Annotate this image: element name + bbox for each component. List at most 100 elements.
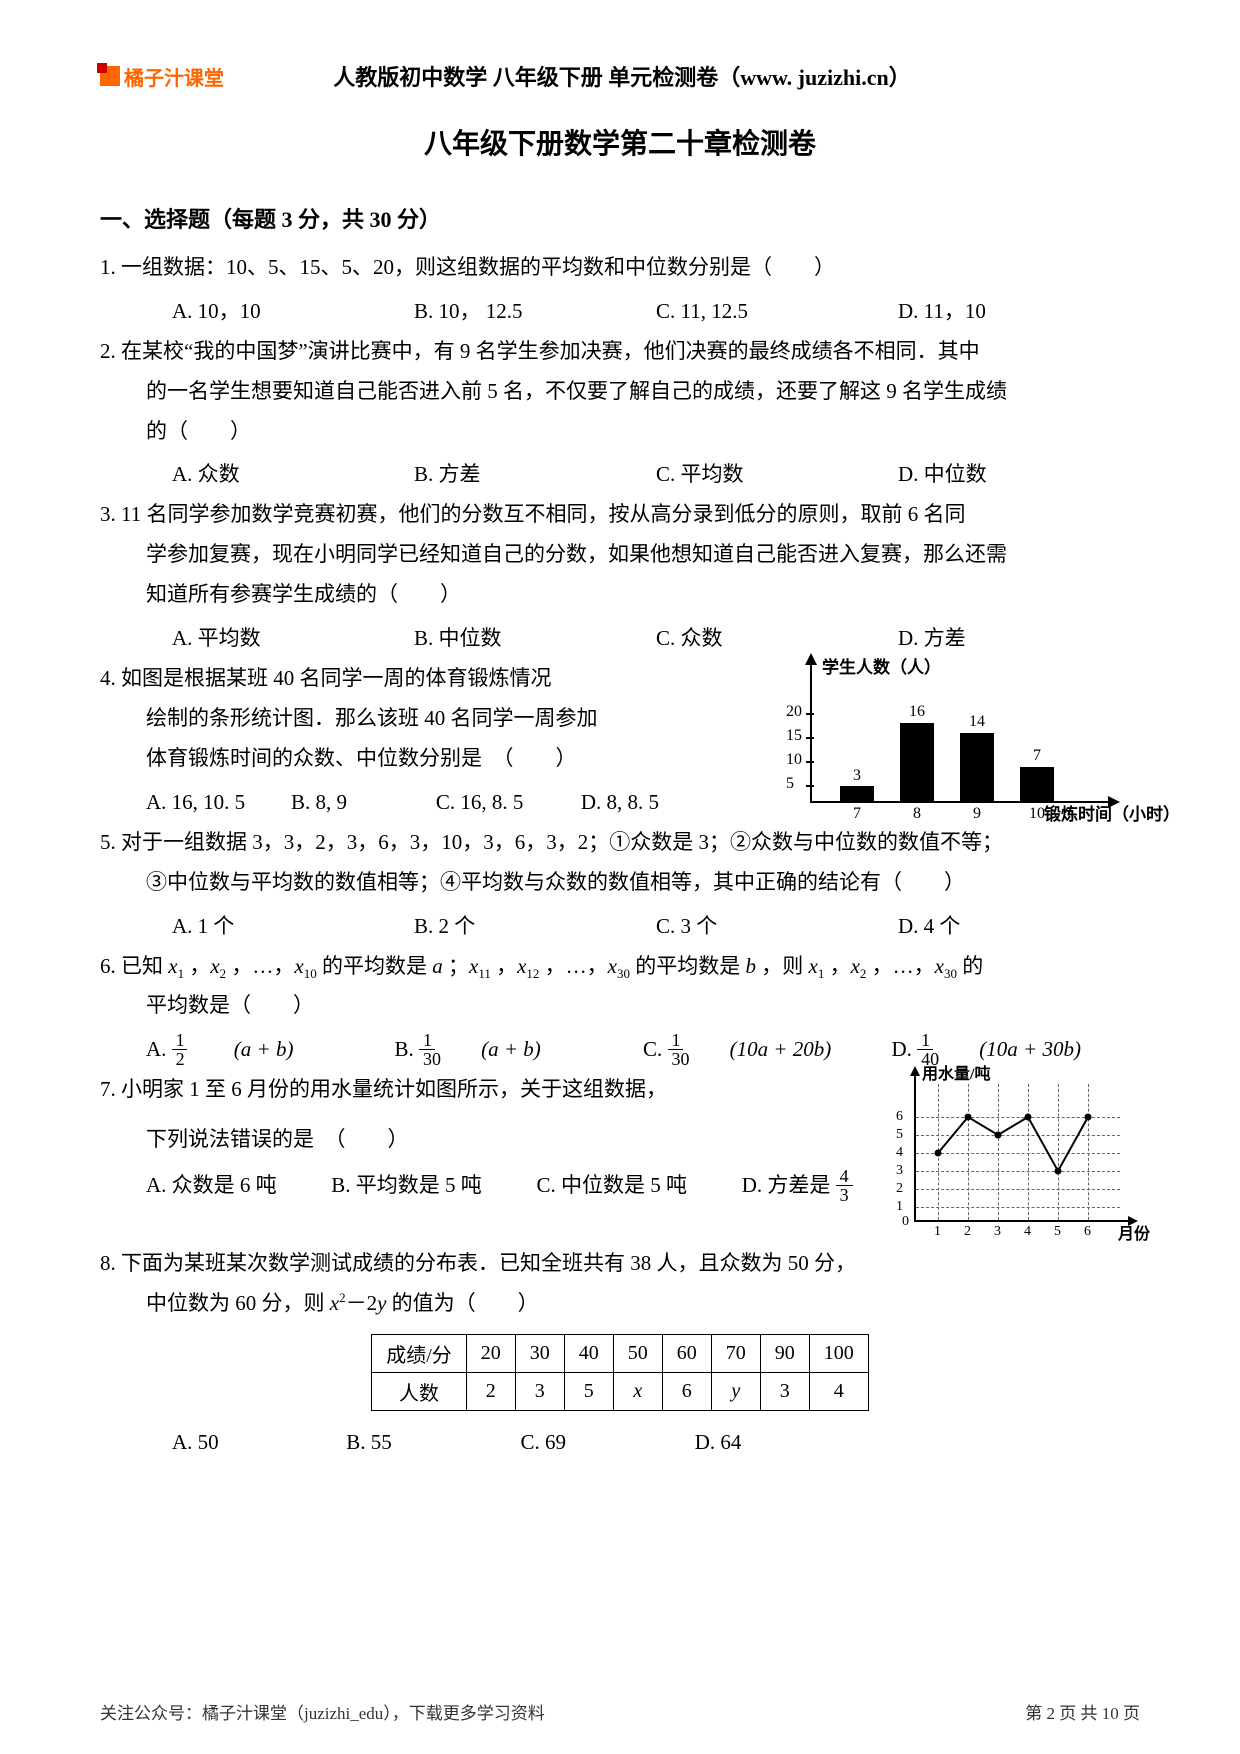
chart1-xlabel: 锻炼时间（小时） <box>1044 800 1180 825</box>
chart1-yaxis <box>810 661 812 803</box>
chart1-ytick-5: 5 <box>786 775 794 793</box>
q5-l1: 5. 对于一组数据 3，3，2，3，6，3，10，3，6，3，2；①众数是 3；… <box>100 830 1003 854</box>
question-6: 6. 已知 x1 ，x2 ，…，x10 的平均数是 a ；x11 ，x12 ，…… <box>100 947 1140 1027</box>
q7-l1: 7. 小明家 1 至 6 月份的用水量统计如图所示，关于这组数据， <box>100 1077 667 1101</box>
chart1-val-2: 16 <box>900 703 934 721</box>
q5-l2: ③中位数与平均数的数值相等；④平均数与众数的数值相等，其中正确的结论有（ ） <box>100 863 1140 903</box>
q6-pre1: 6. 已知 <box>100 954 168 978</box>
q8-options: A. 50 B. 55 C. 69 D. 64 <box>100 1423 1140 1463</box>
td-4: x <box>613 1373 662 1411</box>
q2-A: A. 众数 <box>172 455 414 495</box>
th-7: 90 <box>760 1335 809 1373</box>
q8-B: B. 55 <box>346 1423 520 1463</box>
chart2-pt-2 <box>965 1114 972 1121</box>
chart2-pt-5 <box>1055 1168 1062 1175</box>
chart1-val-4: 7 <box>1020 747 1054 765</box>
q6-a: a <box>432 954 443 978</box>
q3-A: A. 平均数 <box>172 619 414 659</box>
q7-l2: 下列说法错误的是 （ ） <box>100 1120 874 1160</box>
chart1-bar-1 <box>840 786 874 801</box>
q8-l1: 8. 下面为某班某次数学测试成绩的分布表．已知全班共有 38 人，且众数为 50… <box>100 1251 856 1275</box>
q8-l2: 中位数为 60 分，则 x2－2y 的值为（ ） <box>100 1284 1140 1324</box>
q5-C: C. 3 个 <box>656 907 898 947</box>
q6-b: b <box>746 954 757 978</box>
td-5: 6 <box>662 1373 711 1411</box>
td-7: 3 <box>760 1373 809 1411</box>
q4-A: A. 16, 10. 5 <box>146 783 291 823</box>
q7-A: A. 众数是 6 吨 <box>146 1166 326 1206</box>
chart1-ytick-20: 20 <box>786 703 802 721</box>
chart1-ytick-10: 10 <box>786 751 802 769</box>
table-row-data: 人数 2 3 5 x 6 y 3 4 <box>372 1373 869 1411</box>
chart1-bar-3 <box>960 733 994 801</box>
q8-C: C. 69 <box>520 1423 694 1463</box>
th-2: 30 <box>515 1335 564 1373</box>
main-title: 八年级下册数学第二十章检测卷 <box>100 122 1140 162</box>
question-3: 3. 11 名同学参加数学竞赛初赛，他们的分数互不相同，按从高分录到低分的原则，… <box>100 495 1140 615</box>
page-footer: 关注公众号：橘子汁课堂（juzizhi_edu），下载更多学习资料 第 2 页 … <box>100 1699 1140 1724</box>
chart1-bar-2 <box>900 723 934 801</box>
logo-icon <box>100 66 120 86</box>
q8-table: 成绩/分 20 30 40 50 60 70 90 100 人数 2 3 5 x… <box>371 1334 869 1411</box>
chart1-ytick-15: 15 <box>786 727 802 745</box>
q5-B: B. 2 个 <box>414 907 656 947</box>
question-4-wrap: 4. 如图是根据某班 40 名同学一周的体育锻炼情况 绘制的条形统计图．那么该班… <box>100 659 1140 823</box>
chart2-pt-4 <box>1025 1114 1032 1121</box>
td-1: 2 <box>466 1373 515 1411</box>
q2-l1: 2. 在某校“我的中国梦”演讲比赛中，有 9 名学生参加决赛，他们决赛的最终成绩… <box>100 339 980 363</box>
page-header: 橘子汁课堂 人教版初中数学 八年级下册 单元检测卷（www. juzizhi.c… <box>100 60 1140 92</box>
footer-right: 第 2 页 共 10 页 <box>1025 1699 1140 1724</box>
q6-pre5: 的 <box>962 954 983 978</box>
q3-l3: 知道所有参赛学生成绩的（ ） <box>100 575 1140 615</box>
q8-A: A. 50 <box>172 1423 346 1463</box>
q7-C: C. 中位数是 5 吨 <box>537 1166 737 1206</box>
q6-C: C. 130(10a + 20b) <box>643 1030 892 1070</box>
q6-A: A. 12(a + b) <box>146 1030 395 1070</box>
q5-options: A. 1 个 B. 2 个 C. 3 个 D. 4 个 <box>100 907 1140 947</box>
chart1-cat-1: 7 <box>840 805 874 823</box>
th-3: 40 <box>564 1335 613 1373</box>
q7-D: D. 方差是 43 <box>742 1173 853 1197</box>
th-5: 60 <box>662 1335 711 1373</box>
q4-C: C. 16, 8. 5 <box>436 783 581 823</box>
q4-D: D. 8, 8. 5 <box>581 783 726 823</box>
q2-B: B. 方差 <box>414 455 656 495</box>
chart1-cat-2: 8 <box>900 805 934 823</box>
q6-B: B. 130(a + b) <box>395 1030 644 1070</box>
q2-l3: 的（ ） <box>100 412 1140 452</box>
chart1-ylabel: 学生人数（人） <box>822 653 941 678</box>
question-7: 7. 小明家 1 至 6 月份的用水量统计如图所示，关于这组数据， 下列说法错误… <box>100 1070 874 1160</box>
q3-l1: 3. 11 名同学参加数学竞赛初赛，他们的分数互不相同，按从高分录到低分的原则，… <box>100 502 965 526</box>
section-title-1: 一、选择题（每题 3 分，共 30 分） <box>100 202 1140 234</box>
chart2-xlabel: 月份 <box>1118 1220 1150 1244</box>
th-1: 20 <box>466 1335 515 1373</box>
chart2-line-icon <box>880 1064 1140 1244</box>
question-4: 4. 如图是根据某班 40 名同学一周的体育锻炼情况 绘制的条形统计图．那么该班… <box>100 659 750 779</box>
chart2-pt-3 <box>995 1132 1002 1139</box>
q7-line-chart: 用水量/吨 0 1 2 3 4 5 6 1 2 3 4 5 6 月份 <box>880 1064 1140 1244</box>
question-1: 1. 一组数据：10、5、15、5、20，则这组数据的平均数和中位数分别是（ ） <box>100 248 1140 288</box>
q1-A: A. 10，10 <box>172 292 414 332</box>
q2-C: C. 平均数 <box>656 455 898 495</box>
q2-l2: 的一名学生想要知道自己能否进入前 5 名，不仅要了解自己的成绩，还要了解这 9 … <box>100 372 1140 412</box>
td-8: 4 <box>809 1373 868 1411</box>
footer-left: 关注公众号：橘子汁课堂（juzizhi_edu），下载更多学习资料 <box>100 1699 545 1724</box>
q2-options: A. 众数 B. 方差 C. 平均数 D. 中位数 <box>100 455 1140 495</box>
q4-l2: 绘制的条形统计图．那么该班 40 名同学一周参加 <box>100 699 750 739</box>
q5-A: A. 1 个 <box>172 907 414 947</box>
chart1-bar-4 <box>1020 767 1054 801</box>
q1-D: D. 11，10 <box>898 292 1140 332</box>
q1-text: 1. 一组数据：10、5、15、5、20，则这组数据的平均数和中位数分别是（ ） <box>100 255 835 279</box>
question-8: 8. 下面为某班某次数学测试成绩的分布表．已知全班共有 38 人，且众数为 50… <box>100 1244 1140 1324</box>
q3-B: B. 中位数 <box>414 619 656 659</box>
th-6: 70 <box>711 1335 760 1373</box>
q6-pre3: 的平均数是 <box>635 954 745 978</box>
chart2-pt-6 <box>1085 1114 1092 1121</box>
q1-C: C. 11, 12.5 <box>656 292 898 332</box>
q4-l3: 体育锻炼时间的众数、中位数分别是 （ ） <box>100 739 750 779</box>
q1-options: A. 10，10 B. 10， 12.5 C. 11, 12.5 D. 11，1… <box>100 292 1140 332</box>
q4-l1: 4. 如图是根据某班 40 名同学一周的体育锻炼情况 <box>100 666 552 690</box>
th-8: 100 <box>809 1335 868 1373</box>
q7-B: B. 平均数是 5 吨 <box>331 1166 531 1206</box>
chart1-val-3: 14 <box>960 713 994 731</box>
